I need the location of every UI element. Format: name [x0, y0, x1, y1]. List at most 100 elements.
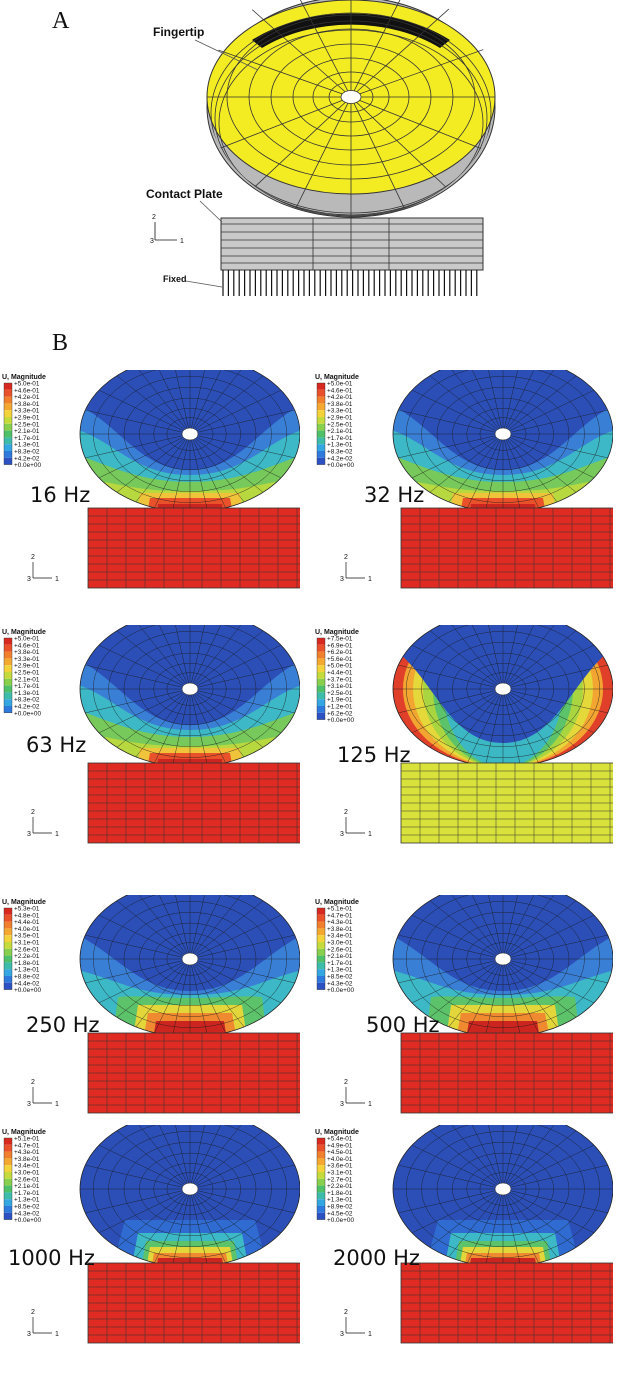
legend-value: +1.8e-01: [14, 960, 40, 967]
legend-swatch: [4, 383, 12, 390]
legend-title: U, Magnitude: [2, 374, 46, 381]
legend-value: +3.7e-01: [327, 676, 353, 683]
legend-value: +4.0e-01: [14, 926, 40, 933]
legend-swatch: [317, 955, 325, 963]
frequency-frame-svg: U, Magnitude+7.5e-01+6.9e-01+6.2e-01+5.6…: [315, 610, 616, 844]
legend-swatch: [317, 692, 325, 700]
legend-swatch: [317, 706, 325, 713]
legend-swatch: [317, 942, 325, 949]
legend-swatch: [4, 638, 12, 645]
legend-value: +4.5e-02: [327, 1210, 353, 1217]
legend-value: +3.0e-01: [14, 1170, 40, 1177]
legend-swatch: [4, 942, 12, 949]
contact-plate: [87, 1032, 303, 1114]
legend-swatch: [317, 1212, 325, 1220]
legend-swatch: [4, 423, 12, 431]
legend-swatch: [317, 1185, 325, 1193]
legend-value: +8.9e-02: [327, 1204, 353, 1211]
contact-plate: [400, 762, 616, 844]
legend-value: +1.3e-01: [14, 1197, 40, 1204]
legend-value: +0.0e+00: [327, 717, 354, 724]
legend-value: +2.1e-01: [14, 1183, 40, 1190]
legend-value: +1.7e-01: [14, 1190, 40, 1197]
frequency-label: 125 Hz: [337, 743, 411, 767]
displacement-legend: U, Magnitude+5.1e-01+4.7e-01+4.3e-01+3.8…: [315, 899, 359, 994]
legend-value: +3.8e-01: [14, 1156, 40, 1163]
legend-value: +5.0e-01: [327, 663, 353, 670]
legend-swatch: [317, 423, 325, 431]
legend-value: +3.8e-01: [14, 401, 40, 408]
displacement-legend: U, Magnitude+5.4e-01+4.9e-01+4.5e-01+4.0…: [315, 1129, 359, 1224]
legend-value: +3.1e-01: [327, 683, 353, 690]
frequency-frame-svg: U, Magnitude+5.3e-01+4.8e-01+4.4e-01+4.0…: [2, 880, 303, 1114]
legend-value: +1.3e-01: [14, 967, 40, 974]
legend-title: U, Magnitude: [2, 1129, 46, 1136]
legend-swatch: [4, 444, 12, 451]
frequency-frame: U, Magnitude +5.3e-01 +4.8e-01 +4.4e-01 +4.0…: [0, 880, 303, 1163]
axis-3-label: 3: [150, 238, 154, 245]
axis-triad: [32, 562, 52, 579]
legend-value: +1.3e-01: [327, 1197, 353, 1204]
axis-1-label: 1: [55, 1331, 59, 1338]
legend-value: +3.5e-01: [14, 933, 40, 940]
legend-swatch: [317, 672, 325, 679]
legend-title: U, Magnitude: [315, 629, 359, 636]
legend-value: +1.3e-01: [327, 967, 353, 974]
legend-value: +4.5e-01: [327, 1149, 353, 1156]
legend-swatch: [4, 1144, 12, 1152]
legend-swatch: [317, 935, 325, 942]
legend-swatch: [317, 383, 325, 390]
legend-value: +3.1e-01: [14, 940, 40, 947]
legend-value: +2.6e-01: [14, 1176, 40, 1183]
axis-2-label: 2: [31, 1309, 35, 1316]
legend-swatch: [317, 1158, 325, 1166]
legend-swatch: [317, 928, 325, 936]
contact-plate: [87, 507, 303, 589]
legend-value: +5.0e-01: [14, 636, 40, 643]
frequency-frame: U, Magnitude +5.0e-01 +4.6e-01 +4.2e-01 +3.8…: [313, 355, 616, 638]
legend-swatch: [317, 921, 325, 929]
legend-value: +0.0e+00: [14, 710, 41, 717]
legend-swatch: [317, 437, 325, 445]
axis-2-label: 2: [344, 1079, 348, 1086]
axis-3-label: 3: [27, 1101, 31, 1108]
legend-value: +2.9e-01: [14, 663, 40, 670]
legend-swatch: [4, 921, 12, 929]
legend-value: +8.8e-02: [14, 974, 40, 981]
legend-value: +6.2e-01: [327, 649, 353, 656]
legend-swatch: [4, 644, 12, 652]
legend-swatch: [4, 982, 12, 990]
fixed-label: Fixed: [163, 274, 187, 284]
legend-swatch: [317, 638, 325, 645]
legend-value: +8.3e-02: [14, 697, 40, 704]
legend-swatch: [317, 1206, 325, 1213]
legend-swatch: [4, 389, 12, 397]
legend-swatch: [317, 976, 325, 983]
legend-value: +4.2e-01: [14, 394, 40, 401]
legend-value: +5.4e-01: [327, 1136, 353, 1143]
axis-3-label: 3: [340, 576, 344, 583]
axis-2-label: 2: [344, 554, 348, 561]
legend-value: +1.7e-01: [14, 435, 40, 442]
legend-swatch: [4, 969, 12, 976]
legend-value: +5.1e-01: [14, 1136, 40, 1143]
legend-value: +5.1e-01: [327, 906, 353, 913]
panel-b-letter: B: [52, 330, 69, 356]
axis-1-label: 1: [368, 1331, 372, 1338]
axis-triad: [32, 1087, 52, 1104]
legend-swatch: [4, 417, 12, 424]
legend-value: +4.9e-01: [327, 1142, 353, 1149]
legend-value: +3.3e-01: [14, 656, 40, 663]
legend-swatch: [317, 665, 325, 672]
legend-swatch: [4, 396, 12, 404]
frequency-frame: U, Magnitude +7.5e-01 +6.9e-01 +6.2e-01 +5.6…: [313, 610, 616, 893]
contact-plate: [400, 507, 616, 589]
legend-swatch: [4, 410, 12, 417]
frequency-label: 2000 Hz: [333, 1246, 420, 1270]
legend-swatch: [4, 692, 12, 700]
legend-value: +4.2e-02: [14, 704, 40, 711]
legend-value: +1.7e-01: [14, 683, 40, 690]
legend-value: +0.0e+00: [14, 987, 41, 994]
legend-swatch: [317, 962, 325, 970]
displacement-legend: U, Magnitude+7.5e-01+6.9e-01+6.2e-01+5.6…: [315, 629, 359, 724]
